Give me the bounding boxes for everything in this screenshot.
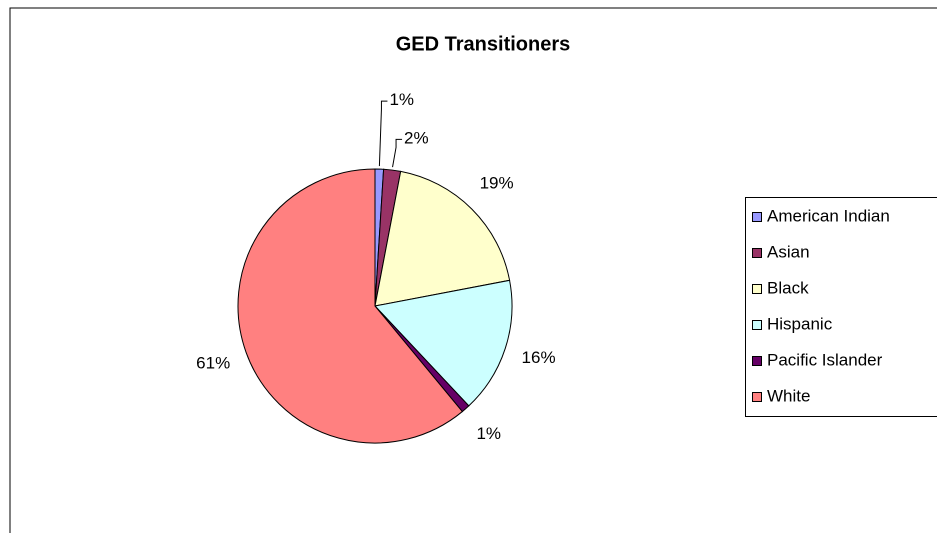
legend-label: American Indian (767, 206, 890, 225)
data-label: 16% (522, 349, 556, 368)
data-label-value: 19 (480, 174, 499, 193)
legend-swatch (752, 284, 762, 294)
data-label: 1% (476, 425, 501, 444)
pie-slice (374, 279, 513, 407)
pie-slice (374, 170, 511, 307)
data-label-value: 1 (476, 425, 485, 444)
legend-swatch (752, 212, 762, 222)
data-label-value: 2 (404, 129, 413, 148)
leader-line (378, 100, 388, 167)
legend-label: Asian (767, 242, 810, 261)
legend-box (745, 197, 937, 417)
legend-swatch (752, 320, 762, 330)
data-label: 61% (196, 354, 230, 373)
data-label-value: 61 (196, 354, 215, 373)
legend-swatch (752, 392, 762, 402)
legend-label: Pacific Islander (767, 350, 883, 369)
legend-label: Hispanic (767, 314, 833, 333)
legend-label: Black (767, 278, 809, 297)
data-label-value: 1 (389, 91, 398, 110)
chart-title: GED Transitioners (396, 33, 571, 55)
data-label: 2% (404, 129, 429, 148)
data-label-value: 16 (522, 349, 541, 368)
legend-swatch (752, 356, 762, 366)
data-label: 19% (480, 174, 514, 193)
legend-label: White (767, 386, 810, 405)
legend-swatch (752, 248, 762, 258)
pie-slice (237, 168, 464, 444)
data-label: 1% (389, 91, 414, 110)
leader-line (392, 138, 403, 168)
